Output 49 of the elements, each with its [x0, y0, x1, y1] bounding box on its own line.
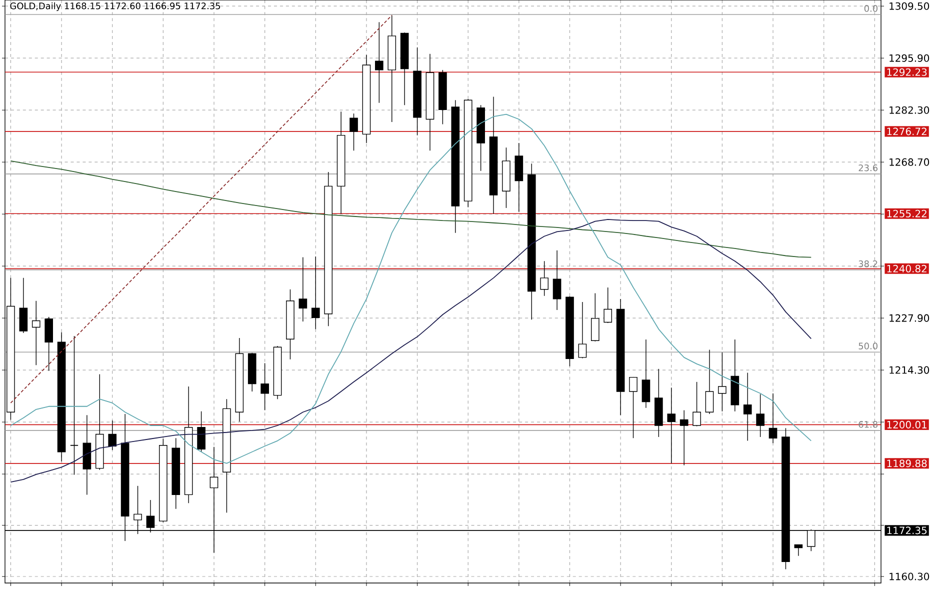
candlestick: [311, 256, 320, 330]
candlestick: [32, 300, 40, 366]
y-tick-label: 1309.50: [890, 2, 930, 10]
y-tick-label: 1282.30: [890, 106, 930, 114]
annotation: 0.0: [864, 5, 878, 12]
candlestick: [794, 544, 803, 556]
candlestick: [692, 382, 701, 427]
annotation: 38.2: [858, 260, 878, 268]
candlestick: [44, 316, 53, 372]
candlestick: [642, 339, 650, 408]
candlestick: [680, 410, 688, 466]
candlestick: [197, 411, 206, 452]
candlestick: [375, 22, 384, 104]
y-tick-label: 1160.30: [890, 572, 930, 580]
y-tick-label: 1295.90: [890, 54, 930, 62]
candlestick: [260, 362, 269, 411]
candlestick: [19, 278, 28, 334]
line-series: [10, 218, 812, 483]
candlestick: [718, 352, 726, 412]
candlestick: [705, 349, 714, 414]
candlestick: [552, 250, 562, 310]
candlestick: [604, 287, 612, 324]
candlestick: [70, 336, 79, 476]
ref-line-label: 1292.23: [887, 68, 927, 76]
line-series: [10, 14, 392, 404]
ref-line-label: 1240.82: [887, 264, 926, 272]
annotation: 50.0: [858, 342, 878, 350]
candlestick: [578, 302, 587, 359]
ref-line-label: 1255.22: [887, 210, 926, 218]
candlestick: [768, 393, 778, 444]
annotation: 23.6: [858, 164, 878, 172]
ref-line-label: 1276.72: [887, 128, 926, 136]
candlestick: [667, 387, 676, 464]
candlestick: [756, 394, 764, 438]
y-tick-label: 1227.90: [890, 314, 930, 322]
chart-title: GOLD,Daily 1168.15 1172.60 1166.95 1172.35: [10, 2, 220, 12]
candlestick: [590, 292, 600, 342]
candlestick: [108, 420, 117, 450]
line-series: [10, 160, 812, 258]
candlestick: [743, 372, 752, 442]
candlestick: [540, 260, 548, 296]
ref-line-label: 1189.88: [887, 460, 927, 468]
ref-line-label: 1200.01: [887, 420, 926, 428]
candlestick: [298, 256, 308, 322]
candlestick: [629, 376, 638, 438]
y-tick-label: 1268.70: [890, 158, 930, 166]
candlestick: [350, 113, 358, 151]
y-tick-label: 1214.30: [890, 366, 930, 374]
ref-line-label: 1172.35: [887, 526, 927, 534]
